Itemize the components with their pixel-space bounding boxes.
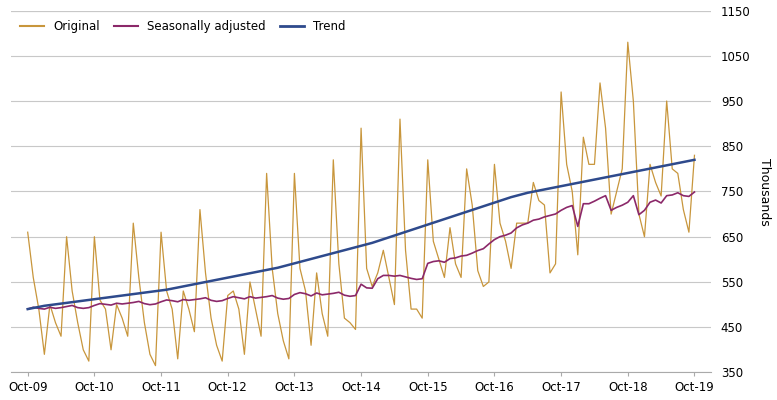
Legend: Original, Seasonally adjusted, Trend: Original, Seasonally adjusted, Trend bbox=[17, 16, 350, 36]
Y-axis label: Thousands: Thousands bbox=[758, 158, 772, 225]
